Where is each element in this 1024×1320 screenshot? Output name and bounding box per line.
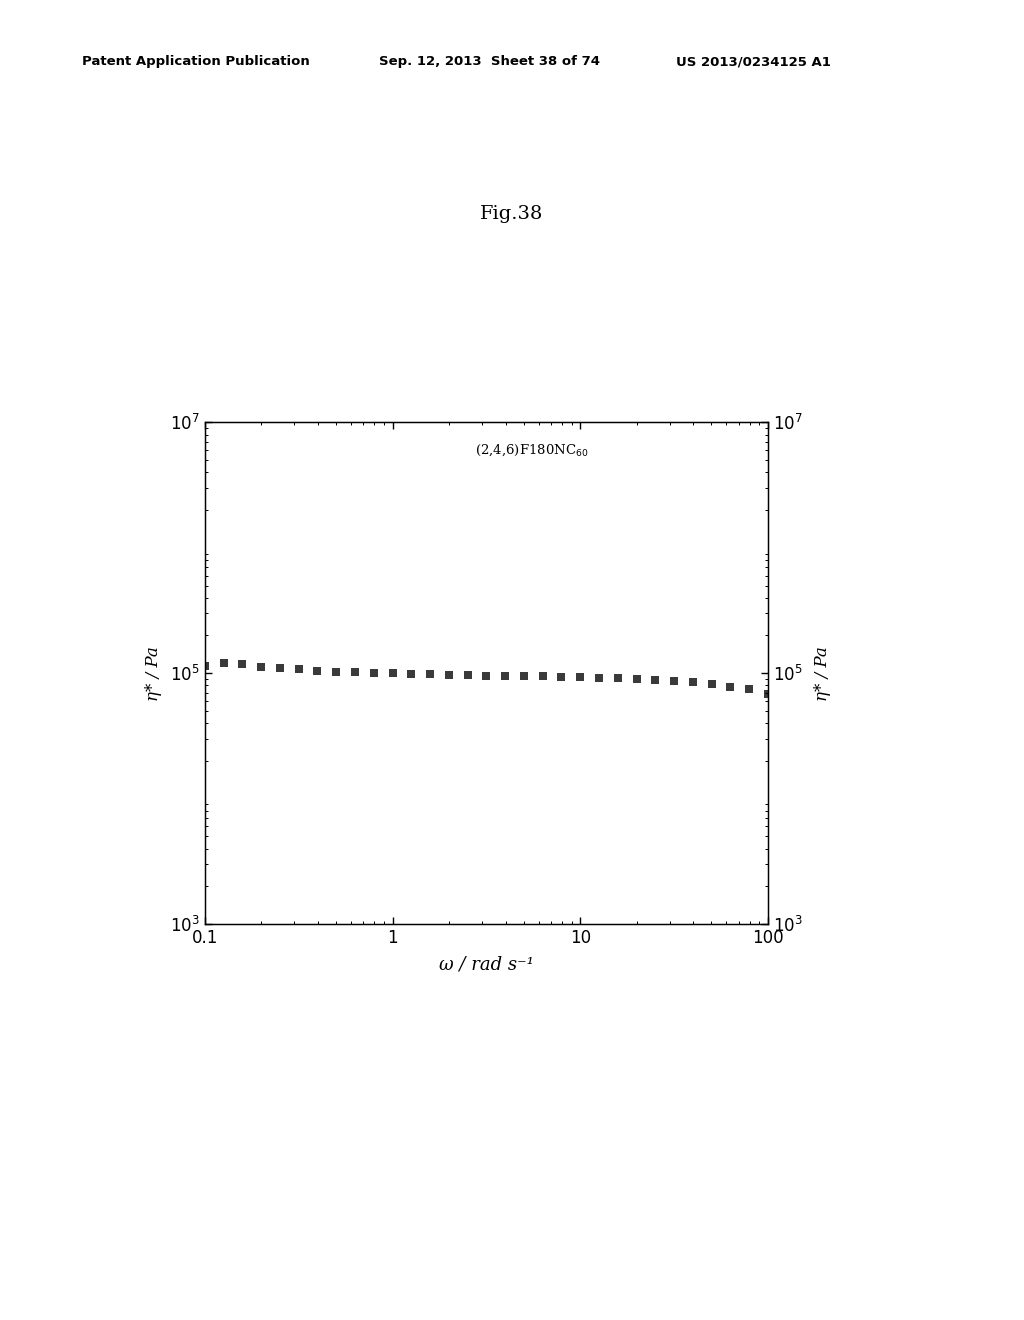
Y-axis label: η* / Pa: η* / Pa (814, 645, 830, 701)
Text: Patent Application Publication: Patent Application Publication (82, 55, 309, 69)
Text: Sep. 12, 2013  Sheet 38 of 74: Sep. 12, 2013 Sheet 38 of 74 (379, 55, 600, 69)
Text: US 2013/0234125 A1: US 2013/0234125 A1 (676, 55, 830, 69)
Y-axis label: η* / Pa: η* / Pa (144, 645, 162, 701)
Text: Fig.38: Fig.38 (480, 205, 544, 223)
Text: (2,4,6)F180NC$_{60}$: (2,4,6)F180NC$_{60}$ (475, 442, 589, 458)
X-axis label: ω / rad s⁻¹: ω / rad s⁻¹ (439, 956, 534, 973)
